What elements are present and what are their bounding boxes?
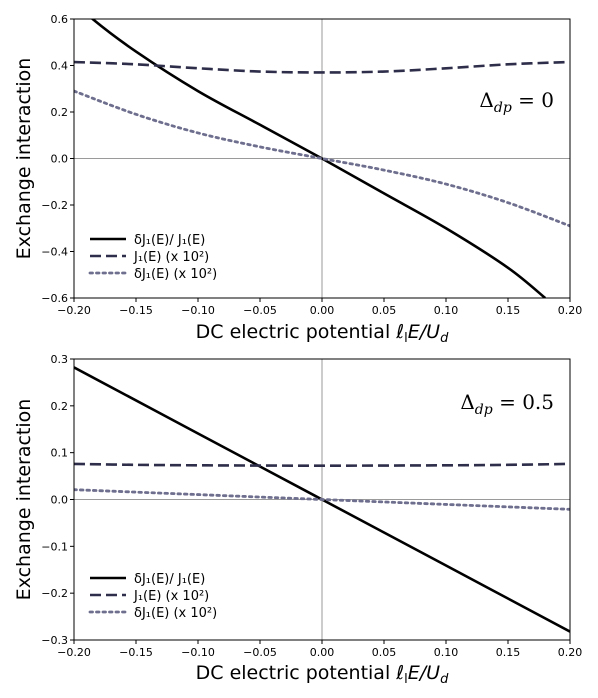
delta-dp-annotation: Δdp = 0.5 <box>460 390 554 418</box>
y-tick-label: −0.1 <box>41 540 68 553</box>
y-tick-label: −0.4 <box>41 246 68 259</box>
x-axis-label: DC electric potential ℓlE/Ud <box>196 662 449 687</box>
y-axis-label: Exchange interaction <box>13 58 35 260</box>
x-tick-label: 0.10 <box>434 646 459 659</box>
x-tick-label: 0.05 <box>372 304 397 317</box>
legend-entry-label: δJ₁(E)/ J₁(E) <box>134 233 205 248</box>
series-line-dashed <box>74 462 570 467</box>
y-tick-label: 0.6 <box>51 13 69 26</box>
x-tick-label: −0.15 <box>119 646 153 659</box>
x-tick-label: −0.05 <box>243 304 277 317</box>
y-axis-label: Exchange interaction <box>13 399 35 601</box>
x-axis-label: DC electric potential ℓlE/Ud <box>196 321 449 346</box>
x-tick-label: 0.00 <box>310 304 335 317</box>
x-tick-label: 0.15 <box>496 304 521 317</box>
y-tick-label: 0.0 <box>51 153 69 166</box>
legend: δJ₁(E)/ J₁(E) J₁(E) (x 10²) δJ₁(E) (x 10²) <box>88 572 217 621</box>
series-line-solid <box>90 19 547 298</box>
x-tick-label: −0.05 <box>243 646 277 659</box>
legend-entry-label: J₁(E) (x 10²) <box>133 589 209 604</box>
x-tick-label: −0.10 <box>181 304 215 317</box>
chart-panel-top: −0.20 −0.15 −0.10 −0.05 0.00 0.05 0.10 0.15 0.20… <box>13 13 583 346</box>
x-tick-label: 0.00 <box>310 646 335 659</box>
y-tick-label: 0.2 <box>51 400 69 413</box>
y-tick-label: 0.2 <box>51 106 69 119</box>
x-tick-label: 0.20 <box>558 304 583 317</box>
y-tick-label: −0.6 <box>41 292 68 305</box>
legend-entry-label: δJ₁(E)/ J₁(E) <box>134 572 205 587</box>
series-group <box>74 366 570 633</box>
x-tick-label: −0.10 <box>181 646 215 659</box>
y-tick-label: 0.1 <box>51 447 69 460</box>
series-line-dashed <box>74 60 570 74</box>
legend-entry-label: δJ₁(E) (x 10²) <box>134 267 217 282</box>
y-tick-label: −0.3 <box>41 634 68 647</box>
legend-entry-label: δJ₁(E) (x 10²) <box>134 606 217 621</box>
y-tick-label: −0.2 <box>41 199 68 212</box>
delta-dp-annotation: Δdp = 0 <box>479 88 554 116</box>
x-tick-label: −0.15 <box>119 304 153 317</box>
legend: δJ₁(E)/ J₁(E) J₁(E) (x 10²) δJ₁(E) (x 10²) <box>88 233 217 282</box>
x-tick-label: 0.10 <box>434 304 459 317</box>
legend-entry-label: J₁(E) (x 10²) <box>133 250 209 265</box>
y-tick-label: 0.4 <box>51 60 69 73</box>
x-tick-label: −0.20 <box>57 646 91 659</box>
series-line-dotted <box>74 89 570 228</box>
chart-panel-bottom: −0.20 −0.15 −0.10 −0.05 0.00 0.05 0.10 0.15 0.20… <box>13 353 582 687</box>
x-tick-label: 0.20 <box>558 646 583 659</box>
series-group <box>74 19 570 298</box>
y-tick-label: −0.2 <box>41 587 68 600</box>
y-tick-label: 0.0 <box>51 494 69 507</box>
y-tick-label: 0.3 <box>51 353 69 366</box>
series-line-dotted <box>74 488 570 511</box>
x-tick-label: 0.15 <box>496 646 521 659</box>
x-tick-label: 0.05 <box>372 646 397 659</box>
x-tick-label: −0.20 <box>57 304 91 317</box>
